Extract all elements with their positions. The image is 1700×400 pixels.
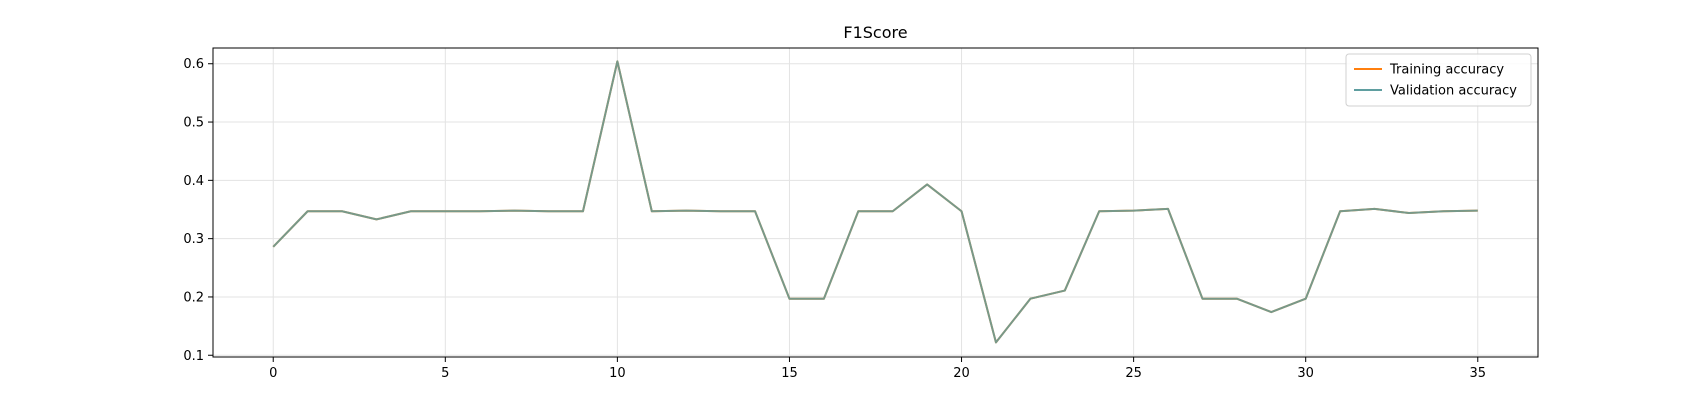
x-tick-label: 20 <box>953 366 970 381</box>
plot-frame <box>212 47 1539 358</box>
x-tick-label: 15 <box>781 366 798 381</box>
legend-label-validation-accuracy: Validation accuracy <box>1390 84 1517 99</box>
y-tick-label: 0.6 <box>183 57 204 72</box>
y-axis-ticks: 0.1 0.2 0.3 0.4 0.5 0.6 <box>183 57 213 364</box>
y-tick-label: 0.3 <box>183 232 204 247</box>
chart-title: F1Score <box>843 23 907 42</box>
legend: Training accuracy Validation accuracy <box>1345 53 1532 107</box>
y-tick-label: 0.1 <box>183 349 204 364</box>
x-tick-label: 5 <box>441 366 449 381</box>
x-tick-label: 30 <box>1297 366 1314 381</box>
validation-accuracy-line <box>272 60 1478 344</box>
y-tick-label: 0.5 <box>183 116 204 131</box>
training-accuracy-line <box>272 60 1478 344</box>
x-tick-label: 10 <box>609 366 626 381</box>
x-tick-label: 0 <box>269 366 277 381</box>
legend-box <box>1345 53 1532 107</box>
legend-label-training-accuracy: Training accuracy <box>1389 63 1504 78</box>
x-tick-label: 35 <box>1469 366 1486 381</box>
x-axis-ticks: 0 5 10 15 20 25 30 35 <box>269 357 1486 381</box>
x-tick-label: 25 <box>1125 366 1142 381</box>
series-lines <box>272 60 1478 344</box>
y-tick-label: 0.4 <box>183 174 204 189</box>
y-tick-label: 0.2 <box>183 290 204 305</box>
grid-lines <box>213 48 1538 357</box>
